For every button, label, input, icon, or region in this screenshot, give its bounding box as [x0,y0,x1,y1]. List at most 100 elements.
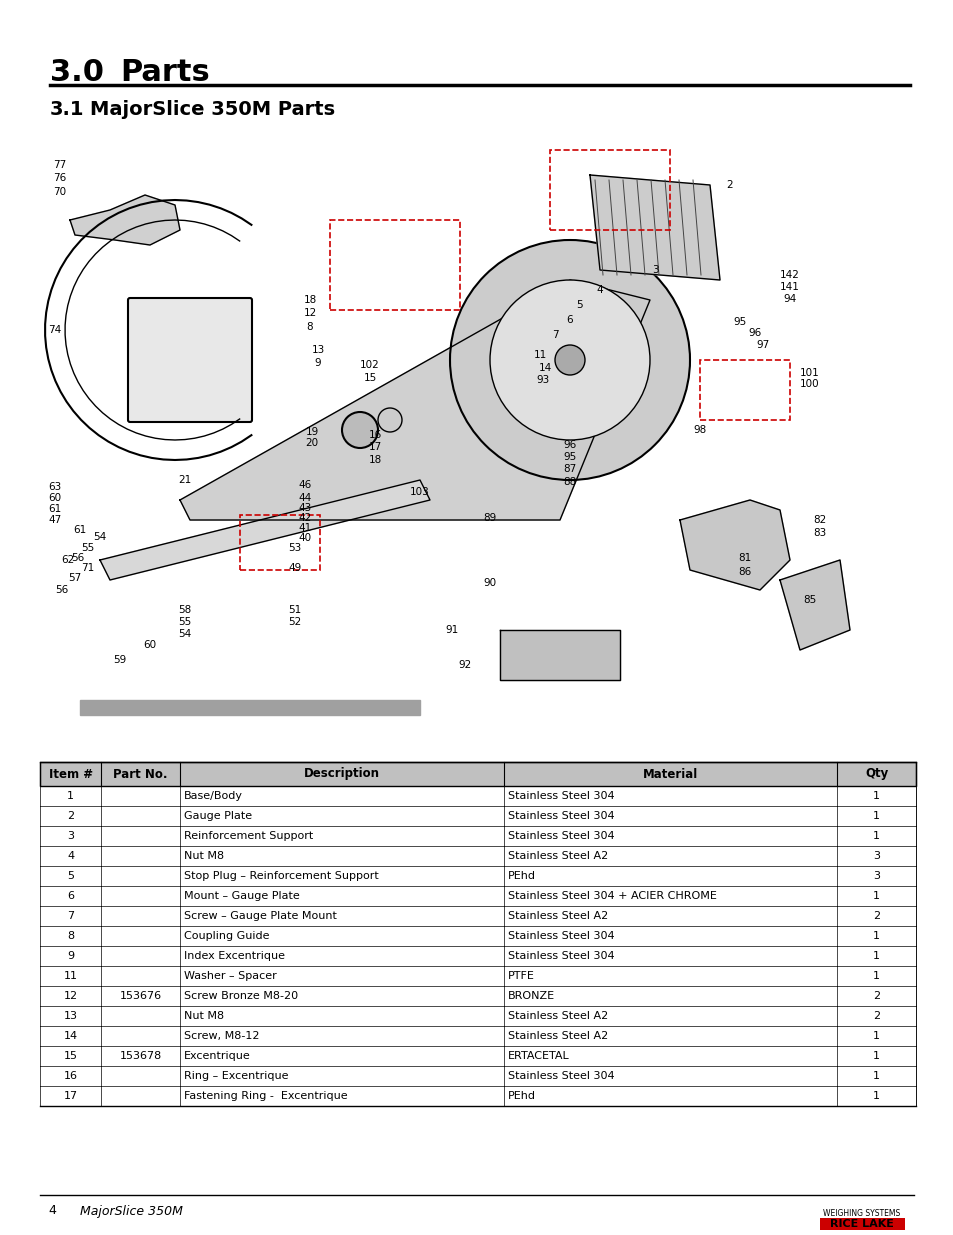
Text: 1: 1 [872,971,880,981]
Text: Nut M8: Nut M8 [184,851,224,861]
Text: Part No.: Part No. [113,767,168,781]
Text: 4: 4 [596,285,602,295]
Text: 61: 61 [49,504,62,514]
Bar [40,762,915,785]
Polygon shape [780,559,849,650]
Bar [40,1086,915,1107]
Bar [240,515,319,571]
Text: 56: 56 [71,553,85,563]
Text: 2: 2 [872,911,880,921]
Text: 101: 101 [800,368,819,378]
Text: PEhd: PEhd [508,1091,536,1100]
Text: 16: 16 [368,430,381,440]
Text: 52: 52 [288,618,301,627]
Polygon shape [180,280,649,520]
Text: 92: 92 [457,659,471,671]
Text: 18: 18 [303,295,316,305]
Text: 1: 1 [872,890,880,902]
Text: 58: 58 [178,605,192,615]
Text: Washer – Spacer: Washer – Spacer [184,971,276,981]
Text: 8: 8 [67,931,74,941]
Text: Stainless Steel A2: Stainless Steel A2 [508,911,608,921]
Text: 59: 59 [113,655,127,664]
Text: 12: 12 [303,308,316,317]
Text: 47: 47 [49,515,62,525]
Text: Qty: Qty [864,767,887,781]
Text: Stainless Steel 304: Stainless Steel 304 [508,951,615,961]
Text: 41: 41 [298,522,312,534]
Text: Fastening Ring -  Excentrique: Fastening Ring - Excentrique [184,1091,348,1100]
Text: 81: 81 [738,553,751,563]
Text: 94: 94 [782,294,796,304]
Text: 87: 87 [563,464,576,474]
Text: 11: 11 [64,971,77,981]
Text: 153676: 153676 [119,990,162,1002]
Text: 13: 13 [311,345,324,354]
Text: 3: 3 [67,831,74,841]
Text: Stainless Steel 304: Stainless Steel 304 [508,790,615,802]
Text: 12: 12 [64,990,77,1002]
Text: Coupling Guide: Coupling Guide [184,931,270,941]
Text: Stainless Steel 304: Stainless Steel 304 [508,931,615,941]
Text: 53: 53 [288,543,301,553]
Text: 43: 43 [298,503,312,513]
Text: 141: 141 [780,282,800,291]
Text: 17: 17 [64,1091,77,1100]
Polygon shape [80,700,419,715]
Bar [40,1046,915,1066]
Bar [550,149,669,230]
Text: 100: 100 [800,379,819,389]
Text: 3: 3 [872,851,880,861]
Text: 14: 14 [64,1031,77,1041]
Text: Stainless Steel 304: Stainless Steel 304 [508,1071,615,1081]
Bar [40,826,915,846]
Text: Reinforcement Support: Reinforcement Support [184,831,314,841]
Text: Screw – Gauge Plate Mount: Screw – Gauge Plate Mount [184,911,336,921]
Text: Stainless Steel 304 + ACIER CHROME: Stainless Steel 304 + ACIER CHROME [508,890,717,902]
Text: 77: 77 [53,161,67,170]
Circle shape [450,240,689,480]
Text: 20: 20 [305,438,318,448]
Text: 2: 2 [872,990,880,1002]
Bar [700,359,789,420]
Text: 4: 4 [48,1204,56,1218]
Text: 56: 56 [55,585,69,595]
Text: 5: 5 [576,300,582,310]
Text: 6: 6 [67,890,74,902]
Text: 63: 63 [49,482,62,492]
Bar [40,885,915,906]
Text: 51: 51 [288,605,301,615]
Text: 90: 90 [483,578,497,588]
Polygon shape [499,630,619,680]
Polygon shape [100,480,430,580]
Text: 96: 96 [747,329,760,338]
Text: 95: 95 [563,452,576,462]
Bar [40,866,915,885]
Text: 55: 55 [81,543,94,553]
Bar [40,785,915,806]
FancyBboxPatch shape [128,298,252,422]
Text: 14: 14 [537,363,551,373]
Text: 1: 1 [872,790,880,802]
Text: 2: 2 [726,180,733,190]
Circle shape [341,412,377,448]
Text: Gauge Plate: Gauge Plate [184,811,252,821]
Text: 9: 9 [67,951,74,961]
Text: 91: 91 [445,625,458,635]
Text: 2: 2 [872,1011,880,1021]
Text: 71: 71 [81,563,94,573]
Text: 2: 2 [67,811,74,821]
Text: 16: 16 [64,1071,77,1081]
Bar [40,846,915,866]
Text: 7: 7 [67,911,74,921]
Text: 11: 11 [533,350,546,359]
Text: 8: 8 [306,322,313,332]
Text: 1: 1 [872,931,880,941]
Text: 93: 93 [536,375,549,385]
Text: 4: 4 [67,851,74,861]
Text: Stainless Steel A2: Stainless Steel A2 [508,1011,608,1021]
Text: 15: 15 [363,373,376,383]
Text: 1: 1 [872,1071,880,1081]
Text: 49: 49 [288,563,301,573]
Bar [40,906,915,926]
